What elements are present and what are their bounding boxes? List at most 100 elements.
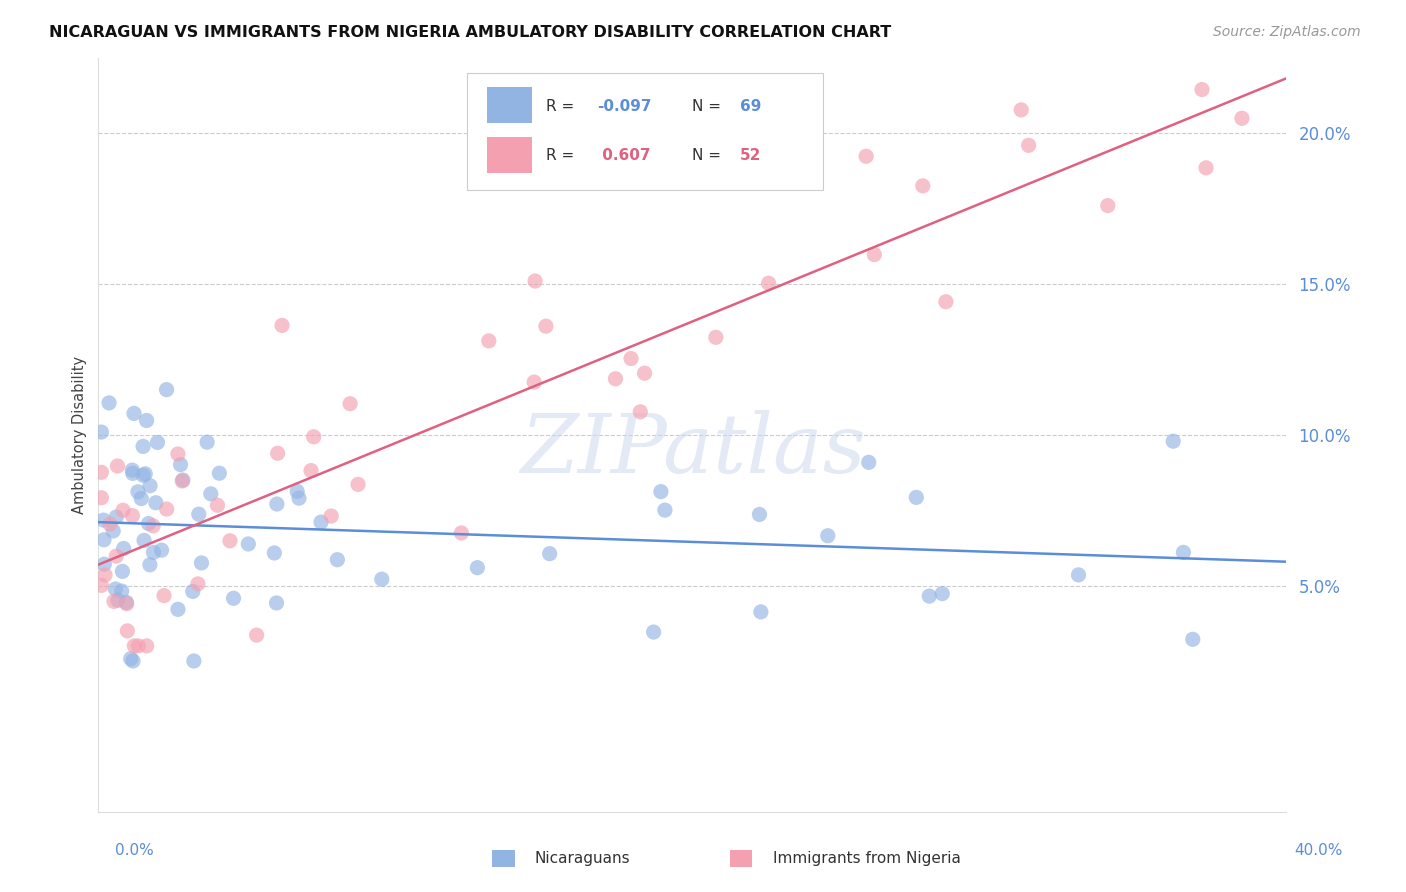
Text: NICARAGUAN VS IMMIGRANTS FROM NIGERIA AMBULATORY DISABILITY CORRELATION CHART: NICARAGUAN VS IMMIGRANTS FROM NIGERIA AM… bbox=[49, 25, 891, 40]
FancyBboxPatch shape bbox=[486, 137, 531, 173]
Point bbox=[817, 529, 839, 543]
Point bbox=[339, 397, 361, 411]
Point bbox=[1191, 82, 1213, 96]
Point bbox=[142, 545, 165, 559]
Point bbox=[121, 463, 143, 477]
Point bbox=[1067, 567, 1090, 582]
Point bbox=[302, 430, 325, 444]
Point bbox=[90, 425, 112, 439]
Point bbox=[135, 639, 157, 653]
Point bbox=[704, 330, 727, 344]
Text: N =: N = bbox=[692, 148, 721, 163]
Point bbox=[911, 178, 934, 193]
Point bbox=[150, 543, 173, 558]
Text: R =: R = bbox=[547, 99, 575, 114]
Point bbox=[208, 467, 231, 481]
Point bbox=[121, 508, 143, 523]
Point bbox=[167, 447, 190, 461]
Point bbox=[633, 366, 655, 380]
Point bbox=[138, 516, 160, 531]
Point bbox=[1173, 545, 1195, 559]
Point bbox=[467, 560, 489, 574]
Point bbox=[299, 464, 322, 478]
Point bbox=[246, 628, 269, 642]
Point bbox=[122, 654, 145, 668]
Point bbox=[748, 508, 770, 522]
Point bbox=[120, 651, 142, 665]
Point bbox=[326, 552, 349, 566]
Point bbox=[142, 519, 165, 533]
Point bbox=[135, 413, 157, 427]
Point bbox=[111, 565, 134, 579]
Point bbox=[931, 586, 953, 600]
Point bbox=[183, 654, 205, 668]
Point bbox=[105, 510, 128, 524]
Point bbox=[605, 372, 627, 386]
Point bbox=[450, 525, 472, 540]
Point bbox=[758, 277, 780, 291]
FancyBboxPatch shape bbox=[486, 87, 531, 123]
Point bbox=[1097, 198, 1119, 212]
Point bbox=[238, 537, 260, 551]
Text: Immigrants from Nigeria: Immigrants from Nigeria bbox=[773, 851, 962, 865]
Point bbox=[146, 435, 169, 450]
Text: 0.0%: 0.0% bbox=[115, 843, 155, 858]
Point bbox=[122, 406, 145, 420]
Point bbox=[190, 556, 212, 570]
Point bbox=[139, 558, 162, 572]
Point bbox=[918, 589, 941, 603]
Text: Nicaraguans: Nicaraguans bbox=[534, 851, 630, 865]
Point bbox=[478, 334, 501, 348]
Point bbox=[129, 491, 152, 506]
Point bbox=[167, 602, 190, 616]
Point bbox=[628, 405, 651, 419]
Point bbox=[132, 533, 155, 548]
Point bbox=[105, 549, 128, 563]
Point bbox=[103, 594, 125, 608]
Text: ZIPatlas: ZIPatlas bbox=[520, 410, 865, 490]
Point bbox=[98, 517, 121, 532]
Point bbox=[309, 515, 332, 529]
Point bbox=[1018, 138, 1040, 153]
Point bbox=[650, 484, 672, 499]
Point bbox=[222, 591, 245, 606]
Text: R =: R = bbox=[547, 148, 575, 163]
Point bbox=[200, 487, 222, 501]
Point bbox=[1230, 112, 1253, 126]
Point bbox=[266, 446, 288, 460]
Point bbox=[117, 624, 139, 638]
Point bbox=[643, 625, 665, 640]
Point bbox=[1181, 632, 1204, 647]
Point bbox=[538, 547, 561, 561]
Point bbox=[139, 479, 162, 493]
Point bbox=[935, 294, 957, 309]
Point bbox=[654, 503, 676, 517]
Y-axis label: Ambulatory Disability: Ambulatory Disability bbox=[72, 356, 87, 514]
Point bbox=[169, 458, 191, 472]
Point bbox=[93, 558, 115, 572]
Point bbox=[863, 247, 886, 261]
Text: Source: ZipAtlas.com: Source: ZipAtlas.com bbox=[1213, 25, 1361, 39]
Point bbox=[115, 595, 138, 609]
Point bbox=[98, 396, 121, 410]
Point bbox=[111, 584, 134, 599]
Point bbox=[93, 533, 115, 547]
Point bbox=[207, 498, 229, 512]
Point bbox=[107, 458, 129, 473]
Point bbox=[172, 474, 194, 488]
Point bbox=[121, 467, 143, 481]
Point bbox=[90, 465, 112, 479]
Point bbox=[858, 455, 880, 469]
Point bbox=[107, 593, 129, 607]
Point bbox=[181, 584, 204, 599]
Point bbox=[263, 546, 285, 560]
Point bbox=[523, 375, 546, 389]
Point bbox=[1195, 161, 1218, 175]
Point bbox=[749, 605, 772, 619]
Bar bbox=[492, 849, 515, 867]
Point bbox=[90, 578, 112, 592]
Bar bbox=[730, 849, 752, 867]
Point bbox=[266, 497, 288, 511]
FancyBboxPatch shape bbox=[467, 73, 823, 190]
Point bbox=[285, 484, 308, 499]
